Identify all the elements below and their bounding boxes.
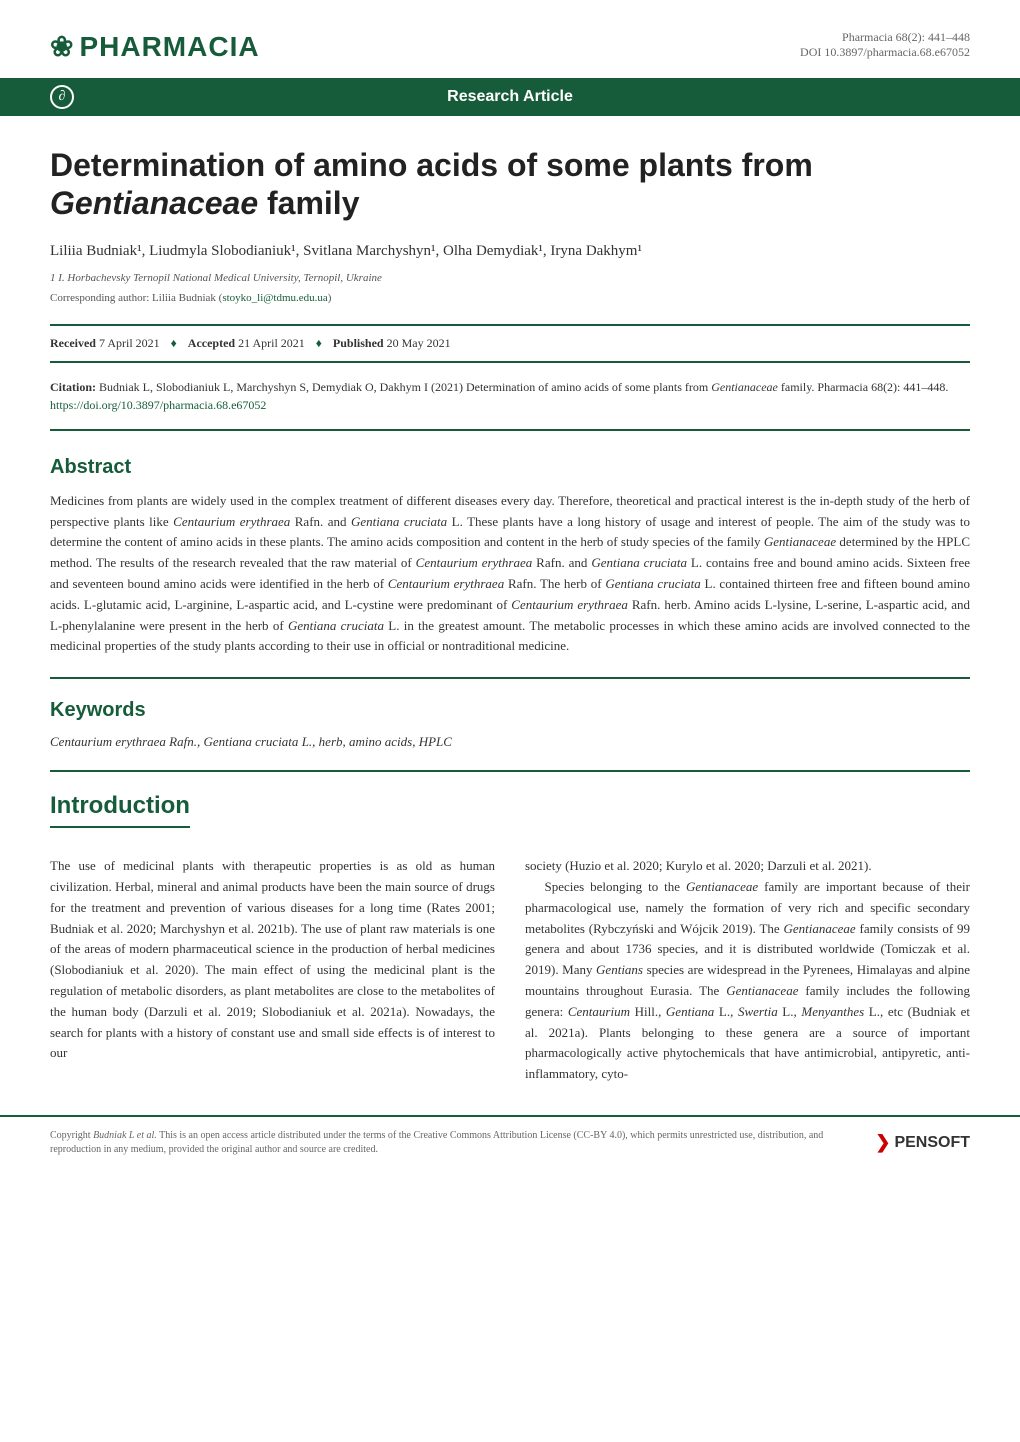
article-type-label: Research Article: [447, 88, 573, 106]
article-title: Determination of amino acids of some pla…: [50, 146, 970, 223]
published-date: 20 May 2021: [387, 336, 451, 350]
journal-logo-icon: ❀: [50, 30, 74, 63]
abstract-heading: Abstract: [50, 456, 970, 479]
citation-text: Budniak L, Slobodianiuk L, Marchyshyn S,…: [96, 380, 948, 394]
introduction-heading: Introduction: [50, 792, 190, 828]
publisher-logo: ❯PENSOFT: [875, 1130, 970, 1155]
received-date: 7 April 2021: [99, 336, 160, 350]
doi-line: DOI 10.3897/pharmacia.68.e67052: [800, 45, 970, 60]
intro-paragraph-2b: Species belonging to the Gentianaceae fa…: [525, 877, 970, 1085]
pensoft-arrow-icon: ❯: [875, 1130, 890, 1155]
publication-dates: Received 7 April 2021 ♦ Accepted 21 Apri…: [50, 324, 970, 363]
corresponding-email-link[interactable]: stoyko_li@tdmu.edu.ua: [222, 292, 327, 304]
open-access-icon: ∂: [50, 85, 74, 109]
article-type-bar: ∂ Research Article: [0, 78, 1020, 116]
introduction-columns: The use of medicinal plants with therape…: [50, 856, 970, 1085]
accepted-label: Accepted: [188, 336, 235, 350]
authors-list: Liliia Budniak¹, Liudmyla Slobodianiuk¹,…: [50, 243, 970, 260]
citation-line: Pharmacia 68(2): 441–448: [800, 30, 970, 45]
intro-paragraph-2a: society (Huzio et al. 2020; Kurylo et al…: [525, 856, 970, 877]
affiliation: 1 I. Horbachevsky Ternopil National Medi…: [50, 272, 970, 284]
corresponding-label: Corresponding author: Liliia Budniak (: [50, 292, 222, 304]
keywords-heading: Keywords: [50, 699, 970, 722]
intro-paragraph-1: The use of medicinal plants with therape…: [50, 856, 495, 1064]
corresponding-close: ): [328, 292, 332, 304]
received-label: Received: [50, 336, 96, 350]
intro-column-right: society (Huzio et al. 2020; Kurylo et al…: [525, 856, 970, 1085]
intro-column-left: The use of medicinal plants with therape…: [50, 856, 495, 1085]
publisher-name: PENSOFT: [894, 1132, 970, 1154]
citation-label: Citation:: [50, 380, 96, 394]
page-header: ❀PHARMACIA Pharmacia 68(2): 441–448 DOI …: [0, 0, 1020, 78]
journal-logo: ❀PHARMACIA: [50, 30, 260, 63]
published-label: Published: [333, 336, 384, 350]
keywords-text: Centaurium erythraea Rafn., Gentiana cru…: [50, 734, 970, 772]
header-citation-info: Pharmacia 68(2): 441–448 DOI 10.3897/pha…: [800, 30, 970, 60]
accepted-date: 21 April 2021: [238, 336, 305, 350]
separator-diamond-icon: ♦: [171, 336, 177, 350]
journal-logo-text: PHARMACIA: [79, 31, 259, 62]
article-content: Determination of amino acids of some pla…: [0, 116, 1020, 1115]
citation-doi-link[interactable]: https://doi.org/10.3897/pharmacia.68.e67…: [50, 398, 266, 412]
corresponding-author: Corresponding author: Liliia Budniak (st…: [50, 292, 970, 304]
citation-box: Citation: Budniak L, Slobodianiuk L, Mar…: [50, 378, 970, 431]
abstract-text: Medicines from plants are widely used in…: [50, 491, 970, 679]
separator-diamond-icon: ♦: [316, 336, 322, 350]
page-footer: Copyright Budniak L et al. This is an op…: [0, 1115, 1020, 1169]
copyright-text: Copyright Budniak L et al. This is an op…: [50, 1129, 875, 1157]
